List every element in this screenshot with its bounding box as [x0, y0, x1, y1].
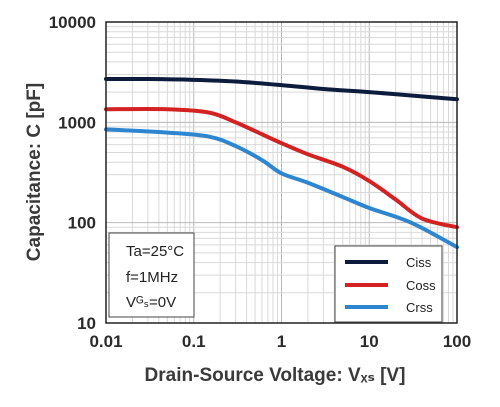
y-tick-label: 1000: [58, 113, 96, 132]
conditions-box: Ta=25°C f=1MHz Vᴳₛ=0V: [108, 232, 195, 318]
crss-curve: [104, 127, 459, 250]
x-tick-label: 0.01: [89, 332, 122, 351]
coss-curve: [104, 107, 459, 230]
x-tick-label: 10: [360, 332, 379, 351]
x-axis-title: Drain-Source Voltage: Vₓₛ [V]: [145, 365, 406, 386]
conditions-box-frame: [108, 232, 195, 318]
plot-frame: [105, 21, 458, 324]
ciss-curve: [104, 76, 459, 102]
x-tick-label: 100: [443, 332, 471, 351]
legend-label-ciss: Ciss: [406, 255, 432, 270]
y-axis-title: Capacitance: C [pF]: [24, 83, 45, 261]
x-tick-label: 0.1: [182, 332, 206, 351]
tick-labels: 0.01 0.1 1 10 100 10 100 1000 10000: [49, 13, 471, 351]
x-tick-label: 1: [277, 332, 286, 351]
legend-label-coss: Coss: [406, 278, 436, 293]
condition-temperature: Ta=25°C: [126, 243, 184, 260]
y-tick-label: 10000: [49, 13, 96, 32]
legend-label-crss: Crss: [406, 300, 433, 315]
y-tick-label: 100: [68, 214, 96, 233]
series-layer: [104, 76, 459, 250]
y-tick-label: 10: [77, 314, 96, 333]
condition-frequency: f=1MHz: [126, 269, 178, 286]
condition-gate-voltage: Vᴳₛ=0V: [126, 294, 176, 311]
legend: Ciss Coss Crss: [334, 245, 443, 323]
